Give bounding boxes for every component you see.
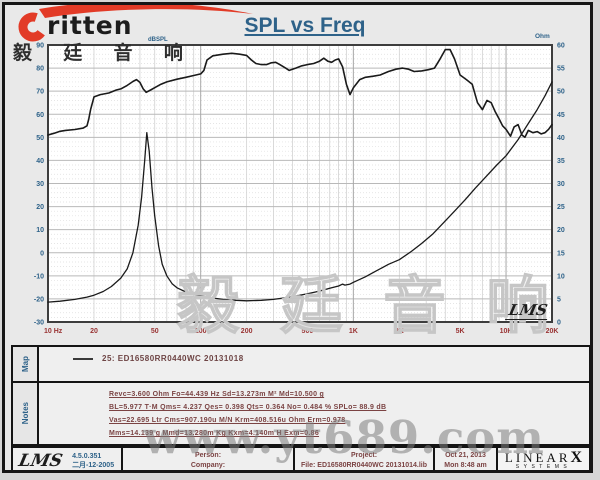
svg-text:30: 30 (557, 181, 565, 188)
svg-text:-20: -20 (34, 296, 44, 303)
report-page: -30 -20 -10 0 10 20 30 40 50 60 70 80 90 0 5 10 15 20 25 30… (2, 2, 593, 473)
svg-text:50: 50 (557, 89, 565, 96)
svg-text:200: 200 (241, 328, 253, 335)
svg-text:20: 20 (36, 204, 44, 211)
svg-text:100: 100 (195, 328, 207, 335)
chart-title: SPL vs Freq (244, 14, 366, 37)
svg-text:-10: -10 (34, 273, 44, 280)
svg-text:0: 0 (557, 320, 561, 327)
svg-text:40: 40 (36, 158, 44, 165)
svg-text:0: 0 (40, 250, 44, 257)
svg-text:15: 15 (557, 250, 565, 257)
svg-text:70: 70 (36, 89, 44, 96)
ts-param-line: BL=5.977 T·M Qms= 4.237 Qes= 0.398 Qts= … (109, 404, 387, 411)
svg-text:45: 45 (557, 112, 565, 119)
report-date: Oct 21, 2013 (445, 451, 486, 459)
svg-text:Ohm: Ohm (535, 33, 550, 40)
svg-text:30: 30 (36, 181, 44, 188)
map-label-text: Map (20, 356, 30, 372)
linearx-systems-text: SYSTEMS (515, 463, 572, 470)
svg-text:20: 20 (557, 227, 565, 234)
svg-text:2K: 2K (395, 328, 404, 335)
notes-label-text: Notes (20, 402, 30, 425)
svg-text:1K: 1K (349, 328, 358, 335)
status-bar: LMS 4.5.0.351 二月-12-2005 Person: Company… (11, 446, 590, 471)
svg-text:dBSPL: dBSPL (148, 37, 168, 43)
lms-version-cell: LMS 4.5.0.351 二月-12-2005 (11, 446, 123, 471)
svg-text:10: 10 (36, 227, 44, 234)
svg-text:500: 500 (302, 328, 314, 335)
legend-entry-text: 25: ED16580RR0440WC 20131018 (102, 354, 244, 363)
svg-text:90: 90 (36, 43, 44, 50)
project-file-cell: Project: File: ED16580RR0440WC 20131014.… (293, 446, 435, 470)
legend: 25: ED16580RR0440WC 20131018 (39, 347, 589, 381)
ts-parameters: Revc=3.600 Ohm Fo=44.439 Hz Sd=13.273m M… (39, 383, 589, 444)
person-company-cell: Person: Company: (121, 446, 295, 470)
svg-text:20: 20 (90, 328, 98, 335)
svg-text:50: 50 (36, 135, 44, 142)
svg-text:5K: 5K (456, 328, 465, 335)
datetime-cell: Oct 21, 2013 Mon 8:48 am (433, 446, 498, 470)
svg-text:60: 60 (36, 112, 44, 119)
project-label: Project: (350, 451, 378, 459)
linearx-logo-cell: LINEARX SYSTEMS (496, 446, 590, 470)
company-label: Company: (190, 461, 226, 469)
lms-logo: LMS (16, 450, 65, 471)
svg-text:40: 40 (557, 135, 565, 142)
svg-text:10K: 10K (500, 328, 513, 335)
ts-param-line: Mms=14.139 g Mmd=13.280m Kg Kxm=4.140m H… (109, 430, 320, 437)
svg-text:10: 10 (557, 273, 565, 280)
person-label: Person: (194, 451, 222, 459)
ts-param-line: Revc=3.600 Ohm Fo=44.439 Hz Sd=13.273m M… (109, 391, 325, 398)
map-panel-label: Map (13, 347, 39, 381)
map-panel: Map 25: ED16580RR0440WC 20131018 (11, 345, 590, 383)
svg-text:60: 60 (557, 43, 565, 50)
linearx-logo: LINEARX (504, 448, 583, 466)
notes-panel-label: Notes (13, 383, 39, 444)
svg-text:25: 25 (557, 204, 565, 211)
svg-text:10 Hz: 10 Hz (44, 328, 63, 335)
spl-freq-chart: -30 -20 -10 0 10 20 30 40 50 60 70 80 90 0 5 10 15 20 25 30… (34, 33, 565, 335)
file-name: File: ED16580RR0440WC 20131014.lib (300, 461, 428, 469)
svg-text:5: 5 (557, 296, 561, 303)
svg-text:20K: 20K (546, 328, 559, 335)
lms-chart-signature: LMS (504, 301, 552, 320)
app-version-date: 二月-12-2005 (72, 461, 115, 469)
ts-param-line: Vas=22.695 Ltr Cms=907.190u M/N Krm=408.… (109, 417, 346, 424)
notes-panel: Notes Revc=3.600 Ohm Fo=44.439 Hz Sd=13.… (11, 381, 590, 446)
report-time: Mon 8:48 am (444, 461, 487, 469)
app-version: 4.5.0.351 (72, 452, 102, 460)
svg-text:35: 35 (557, 158, 565, 165)
legend-line-swatch (73, 358, 93, 360)
svg-text:80: 80 (36, 66, 44, 73)
svg-text:55: 55 (557, 66, 565, 73)
svg-text:-30: -30 (34, 320, 44, 327)
svg-text:50: 50 (151, 328, 159, 335)
